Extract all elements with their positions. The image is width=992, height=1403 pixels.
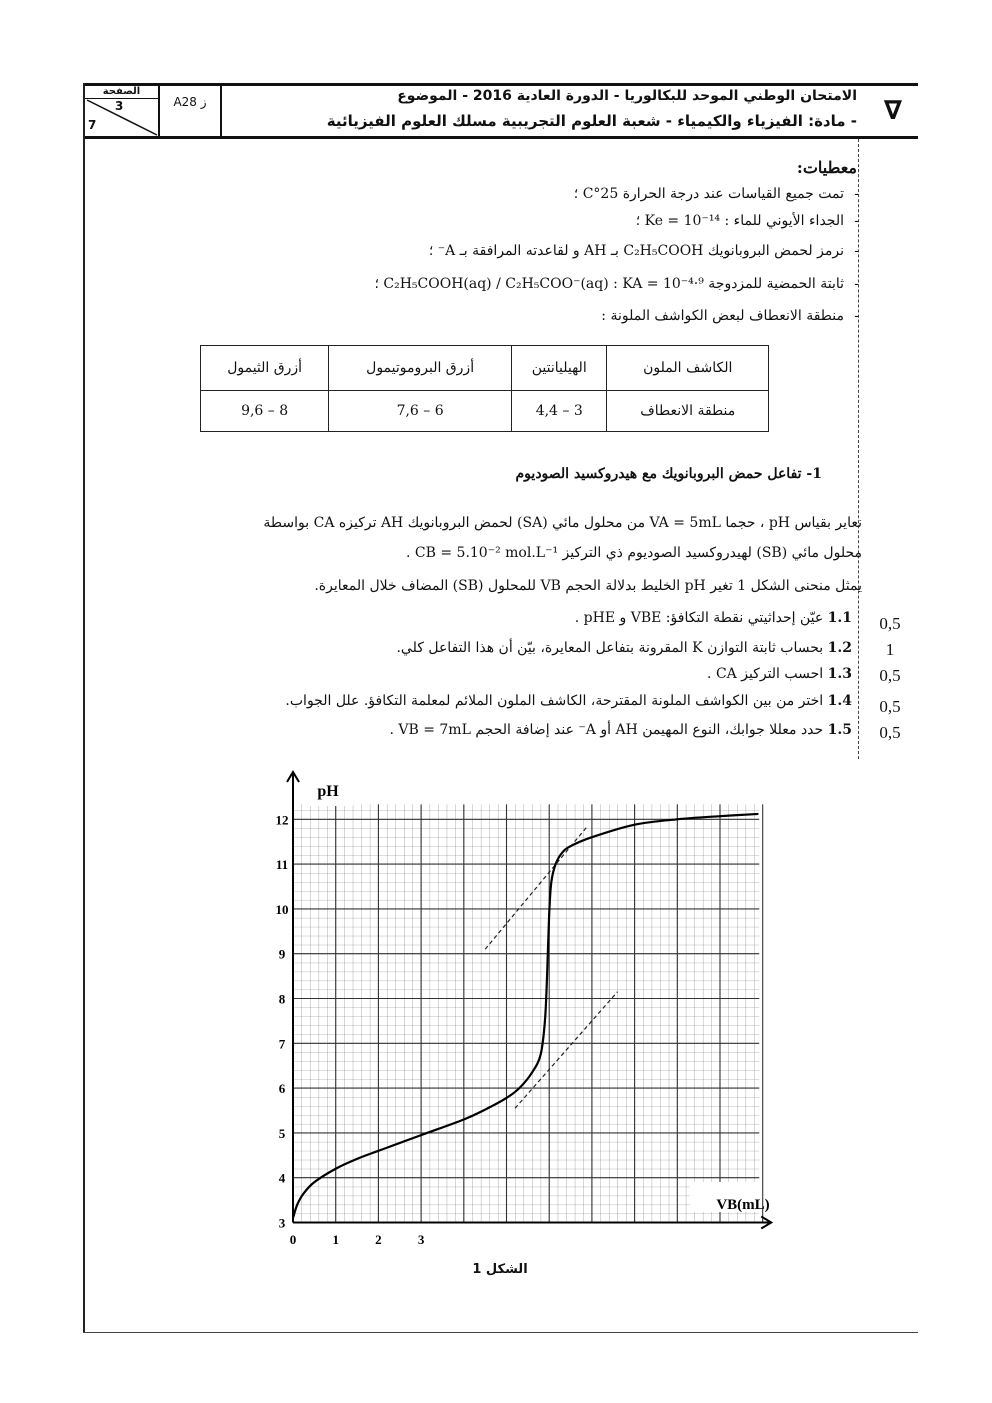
y-tick-label: 12 — [276, 812, 289, 827]
y-tick-label: 4 — [279, 1171, 286, 1186]
diagonal-divider — [86, 99, 158, 136]
x-tick-label: 3 — [418, 1232, 425, 1247]
question-number: 1.2 — [827, 640, 852, 656]
x-axis-arrow-icon — [760, 1215, 774, 1230]
page-total: 7 — [88, 118, 97, 132]
y-tick-label: 11 — [276, 857, 288, 872]
ylabel-background — [303, 776, 353, 806]
score: 0,5 — [879, 723, 901, 742]
header-top-rule — [83, 83, 918, 86]
y-tick-label: 5 — [279, 1126, 286, 1141]
y-tick-label: 8 — [279, 992, 286, 1007]
score: 1 — [885, 640, 895, 659]
given-item: ثابتة الحمضية للمزدوجة C₂H₅COOH(aq) / C₂… — [374, 276, 858, 292]
table-header-row: الكاشف الملون الهيليانتين أزرق البروموتي… — [199, 345, 769, 391]
paragraph-line: يمثل منحنى الشكل 1 تغير pH الخليط بدلالة… — [314, 578, 862, 594]
given-item: نرمز لحمض البروبانويك C₂H₅COOH بـ AH و ل… — [429, 243, 859, 259]
question-text: احسب التركيز CA . — [707, 666, 824, 682]
given-item: الجداء الأيوني للماء : Ke = 10⁻¹⁴ ؛ — [636, 213, 860, 229]
x-tick-label: 0 — [290, 1232, 297, 1247]
given-item: تمت جميع القياسات عند درجة الحرارة 25°C … — [574, 186, 859, 202]
indicator-table: الكاشف الملون الهيليانتين أزرق البروموتي… — [199, 345, 769, 432]
y-axis-arrow-icon — [286, 770, 300, 783]
given-item: منطقة الانعطاف لبعض الكواشف الملونة : — [601, 308, 858, 324]
xlabel-background — [690, 1182, 760, 1212]
givens-title: معطيات: — [796, 158, 857, 177]
exam-subject: - مادة: الفيزياء والكيمياء - شعبة العلوم… — [326, 112, 857, 130]
table-cell: 3 – 4,4 — [510, 390, 608, 432]
question-1-3: 1.3 احسب التركيز CA . — [707, 666, 852, 682]
score: 0,5 — [879, 666, 901, 685]
question-text: اختر من بين الكواشف الملونة المقترحة، ال… — [285, 693, 824, 709]
page-label: الصفحة — [85, 86, 158, 99]
score: 0,5 — [879, 697, 901, 716]
question-number: 1.3 — [827, 666, 852, 682]
table-cell: الهيليانتين — [510, 345, 608, 391]
question-1-4: 1.4 اختر من بين الكواشف الملونة المقترحة… — [285, 693, 852, 709]
question-number: 1.1 — [827, 610, 852, 626]
exam-code: A28 ز — [160, 86, 222, 136]
x-tick-label: 1 — [332, 1232, 339, 1247]
ph-curve — [291, 812, 759, 1219]
x-tick-label: 2 — [375, 1232, 382, 1247]
exam-title: الامتحان الوطني الموحد للبكالوريا - الدو… — [397, 88, 857, 104]
table-cell: الكاشف الملون — [606, 345, 769, 391]
question-text: عيّن إحداثيتي نقطة التكافؤ: VBE و pHE . — [574, 610, 824, 626]
nabla-symbol: ∇ — [883, 96, 902, 126]
page-left-border — [83, 83, 85, 1333]
tangent-line — [514, 991, 618, 1109]
question-text: حدد معللا جوابك، النوع المهيمن AH أو A⁻ … — [389, 722, 824, 738]
page-bottom-border — [83, 1332, 918, 1333]
y-tick-label: 9 — [279, 947, 286, 962]
question-text: بحساب ثابتة التوازن K المقرونة بتفاعل ال… — [396, 640, 824, 656]
table-cell: منطقة الانعطاف — [606, 390, 769, 432]
y-axis-label: pH — [317, 783, 339, 800]
table-cell: أزرق البروموتيمول — [328, 345, 512, 391]
question-1-2: 1.2 بحساب ثابتة التوازن K المقرونة بتفاع… — [396, 640, 852, 656]
question-1-1: 1.1 عيّن إحداثيتي نقطة التكافؤ: VBE و pH… — [575, 610, 852, 626]
table-cell: 6 – 7,6 — [328, 390, 512, 432]
table-cell: أزرق الثيمول — [199, 345, 330, 391]
page-number-box: 3 7 — [85, 86, 160, 136]
section-title: 1- تفاعل حمض البروبانويك مع هيدروكسيد ال… — [515, 466, 822, 482]
table-cell: 8 – 9,6 — [199, 390, 330, 432]
y-tick-label: 10 — [276, 902, 289, 917]
chart-caption: الشكل 1 — [472, 1262, 528, 1277]
x-axis-label: VB(mL) — [716, 1197, 769, 1213]
minor-grid — [293, 804, 760, 1223]
paragraph-line: نعاير بقياس pH ، حجما VA = 5mL من محلول … — [263, 515, 862, 531]
y-tick-label: 3 — [279, 1216, 286, 1231]
y-tick-label: 7 — [279, 1036, 286, 1051]
header-bottom-rule — [83, 136, 918, 139]
y-tick-label: 6 — [279, 1081, 286, 1096]
margin-divider — [858, 139, 859, 759]
table-row: منطقة الانعطاف 3 – 4,4 6 – 7,6 8 – 9,6 — [199, 390, 769, 432]
question-1-5: 1.5 حدد معللا جوابك، النوع المهيمن AH أو… — [389, 722, 852, 738]
paragraph-line: محلول مائي (SB) لهيدروكسيد الصوديوم ذي ا… — [406, 545, 862, 561]
question-number: 1.4 — [827, 693, 852, 709]
page-current: 3 — [115, 99, 124, 113]
score: 0,5 — [879, 614, 901, 633]
question-number: 1.5 — [827, 722, 852, 738]
